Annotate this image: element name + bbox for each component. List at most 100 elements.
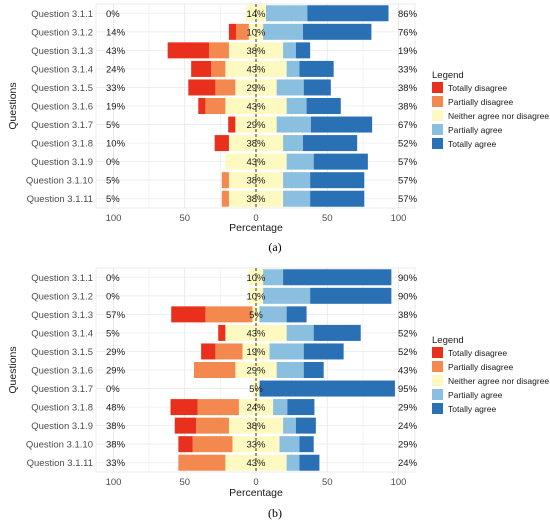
- bar-segment: [263, 269, 284, 286]
- data-label: 10%: [246, 273, 266, 284]
- legend: Legend Totally disagree Partially disagre…: [432, 70, 549, 149]
- legend-entry: Neither agree nor disagree: [448, 376, 549, 386]
- x-tick-labels: 100 50 0 50 100: [106, 477, 407, 488]
- data-label: 24%: [398, 421, 418, 432]
- bar-segment: [299, 60, 334, 77]
- legend-swatch: [432, 361, 443, 372]
- data-label: 38%: [246, 46, 266, 57]
- legend-entry: Partially disagree: [448, 97, 513, 107]
- data-label: 24%: [398, 458, 418, 469]
- legend-swatch: [432, 138, 443, 149]
- y-tick-label: Question 3.1.9: [31, 421, 93, 432]
- legend-swatch: [432, 124, 443, 135]
- x-tick-label: 50: [322, 477, 333, 488]
- data-label: 38%: [246, 194, 266, 205]
- data-label: 0%: [106, 384, 120, 395]
- bar-segment: [283, 190, 311, 207]
- data-label: 29%: [246, 83, 266, 94]
- legend-entry: Totally agree: [448, 139, 496, 149]
- data-label: 90%: [398, 291, 418, 302]
- legend-entry: Neither agree nor disagree: [448, 111, 549, 121]
- data-label: 38%: [246, 176, 266, 187]
- bars: [170, 268, 395, 472]
- y-axis-title: Questions: [7, 82, 19, 129]
- bar-segment: [228, 190, 284, 207]
- bar-segment: [259, 306, 287, 323]
- bar-segment: [205, 98, 226, 114]
- bar-segment: [215, 79, 236, 96]
- data-label: 57%: [398, 176, 418, 187]
- bar-segment: [283, 269, 392, 286]
- bar-segment: [283, 135, 304, 152]
- data-label: 38%: [106, 440, 126, 451]
- data-label: 10%: [246, 27, 266, 38]
- bar-segment: [228, 23, 237, 40]
- y-tick-label: Question 3.1.11: [27, 458, 93, 469]
- bar-segment: [269, 343, 304, 360]
- bar-segment: [303, 362, 324, 378]
- bar-segment: [276, 362, 304, 378]
- x-tick-label: 100: [391, 213, 407, 224]
- legend-entry: Totally agree: [448, 404, 496, 414]
- bar-segment: [286, 306, 307, 323]
- y-tick-label: Question 3.1.6: [31, 366, 93, 377]
- y-tick-label: Question 3.1.2: [31, 291, 93, 302]
- legend-swatch: [432, 403, 443, 414]
- bar-segment: [295, 42, 311, 59]
- chart-panel-a: 0% 14% 86% 14% 10% 76% 43% 38% 19% 24% 43% 33% 33% 29…: [7, 3, 549, 254]
- y-tick-label: Question 3.1.2: [31, 27, 93, 38]
- bar-segment: [225, 60, 287, 77]
- data-label: 5%: [106, 328, 120, 339]
- data-label: 57%: [398, 194, 418, 205]
- data-label: 43%: [246, 102, 266, 113]
- bar-segment: [303, 135, 358, 152]
- bar-segment: [188, 79, 216, 96]
- bar-segment: [283, 172, 311, 189]
- bar-segment: [295, 417, 316, 434]
- bar-segment: [192, 436, 233, 453]
- bar-segment: [174, 417, 197, 434]
- y-tick-label: Question 3.1.10: [26, 440, 93, 451]
- bar-segment: [306, 98, 341, 114]
- bars: [167, 4, 389, 208]
- bar-segment: [170, 399, 198, 416]
- legend-entry: Totally disagree: [448, 348, 507, 358]
- legend-swatch: [432, 110, 443, 121]
- data-label: 19%: [398, 46, 418, 57]
- legend: Legend Totally disagree Partially disagre…: [432, 335, 549, 414]
- bar-segment: [279, 436, 300, 453]
- x-tick-label: 50: [179, 477, 190, 488]
- data-label: 10%: [106, 139, 126, 150]
- bar-segment: [225, 454, 287, 471]
- bar-segment: [211, 60, 226, 77]
- data-label: 43%: [246, 157, 266, 168]
- bar-segment: [265, 5, 308, 22]
- bar-segment: [228, 135, 284, 152]
- data-label: 14%: [106, 27, 126, 38]
- bar-segment: [276, 116, 311, 133]
- bar-segment: [221, 172, 229, 189]
- x-tick-label: 100: [391, 477, 407, 488]
- data-label: 48%: [106, 403, 126, 414]
- data-label: 52%: [398, 347, 418, 358]
- x-tick-labels: 100 50 0 50 100: [106, 213, 407, 224]
- panel-label: (a): [268, 240, 281, 254]
- y-tick-label: Question 3.1.5: [31, 347, 93, 358]
- bar-segment: [197, 399, 239, 416]
- x-tick-label: 0: [253, 213, 258, 224]
- data-label: 5%: [106, 194, 120, 205]
- data-label: 43%: [246, 64, 266, 75]
- bar-segment: [196, 417, 229, 434]
- bar-segment: [313, 324, 361, 341]
- data-label: 43%: [398, 366, 418, 377]
- bar-segment: [198, 98, 206, 114]
- legend-entry: Totally disagree: [448, 83, 507, 93]
- x-tick-label: 50: [322, 213, 333, 224]
- bar-segment: [246, 5, 266, 22]
- data-label: 14%: [246, 9, 266, 20]
- data-label: 43%: [106, 46, 126, 57]
- x-axis-title: Percentage: [229, 222, 283, 234]
- data-label: 29%: [246, 366, 266, 377]
- chart-panel-b: 0% 10% 90% 0% 10% 90% 57% 5% 38% 5% 43% 52% 29% 19% 52…: [7, 267, 549, 520]
- y-tick-label: Question 3.1.4: [31, 328, 93, 339]
